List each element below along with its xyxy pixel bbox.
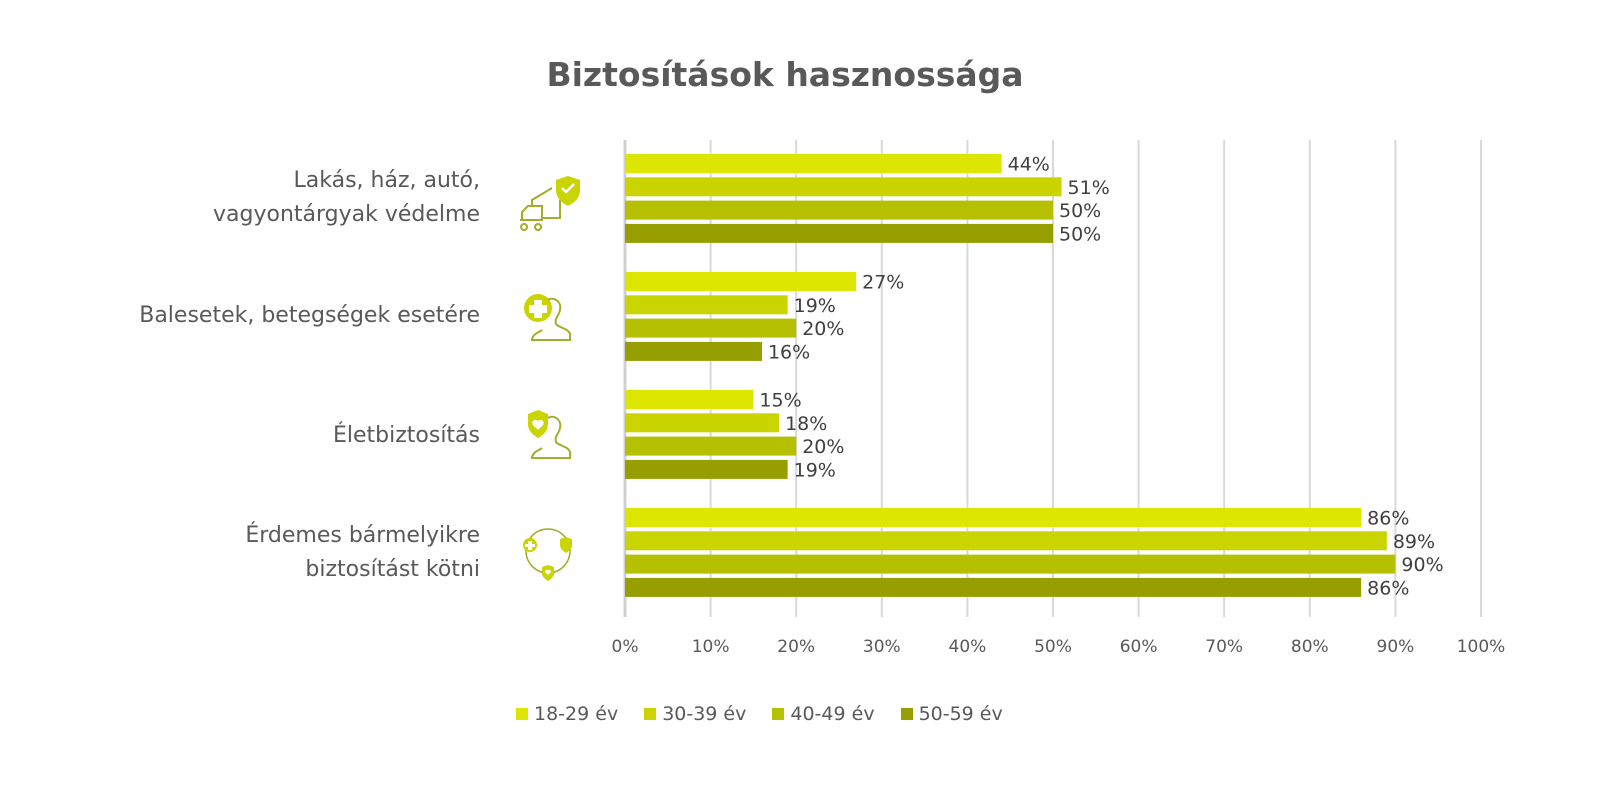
data-label: 89% xyxy=(1393,531,1435,553)
legend-item: 18-29 év xyxy=(516,703,618,725)
bar xyxy=(625,223,1053,243)
legend-item: 30-39 év xyxy=(644,703,746,725)
x-tick-label: 100% xyxy=(1457,637,1506,657)
truck-shield-icon xyxy=(512,160,584,232)
bar xyxy=(625,459,788,479)
bar xyxy=(625,341,762,361)
legend-swatch xyxy=(516,708,528,720)
legend-label: 30-39 év xyxy=(662,703,747,725)
bar xyxy=(625,177,1062,197)
bar xyxy=(625,318,797,338)
category-label-line: biztosítást kötni xyxy=(305,557,480,582)
bar xyxy=(625,436,797,456)
category-label-line: Érdemes bármelyikre xyxy=(245,523,480,548)
data-label: 50% xyxy=(1059,200,1101,222)
x-tick-label: 70% xyxy=(1205,637,1243,657)
bar xyxy=(625,577,1362,597)
category-label: Balesetek, betegségek esetére xyxy=(139,299,480,333)
legend: 18-29 év 30-39 év 40-49 év 50-59 év xyxy=(516,703,1003,725)
data-label: 19% xyxy=(794,295,836,317)
x-tick-label: 50% xyxy=(1034,637,1072,657)
x-tick-label: 10% xyxy=(692,637,730,657)
x-tick-label: 30% xyxy=(863,637,901,657)
data-label: 90% xyxy=(1401,554,1443,576)
category-label: Érdemes bármelyikre biztosítást kötni xyxy=(245,519,480,587)
combined-insurance-icon xyxy=(512,515,584,587)
bar xyxy=(625,508,1362,527)
heart-shield-person-icon xyxy=(512,398,584,470)
bar xyxy=(625,272,857,291)
data-label: 15% xyxy=(759,390,801,412)
legend-item: 40-49 év xyxy=(772,703,875,725)
data-label: 86% xyxy=(1367,508,1409,530)
legend-label: 18-29 év xyxy=(534,703,619,725)
legend-item: 50-59 év xyxy=(900,703,1003,725)
bar xyxy=(625,154,1002,173)
x-tick-label: 0% xyxy=(612,637,639,657)
data-label: 18% xyxy=(785,413,827,435)
category-label-line: Lakás, ház, autó, xyxy=(293,168,480,193)
x-tick-label: 20% xyxy=(777,637,815,657)
x-tick-label: 80% xyxy=(1291,637,1329,657)
bar xyxy=(625,295,788,315)
chart-title: Biztosítások hasznossága xyxy=(546,55,1024,94)
data-label: 44% xyxy=(1008,154,1050,176)
category-label: Lakás, ház, autó, vagyontárgyak védelme xyxy=(213,164,480,232)
bar xyxy=(625,413,780,433)
bar xyxy=(625,531,1387,551)
data-label: 51% xyxy=(1068,177,1110,199)
legend-label: 40-49 év xyxy=(790,703,875,725)
legend-swatch xyxy=(900,708,913,720)
legend-swatch xyxy=(644,708,657,720)
legend-swatch xyxy=(772,708,785,720)
legend-label: 50-59 év xyxy=(918,703,1003,725)
data-label: 19% xyxy=(794,459,836,481)
data-label: 20% xyxy=(802,436,844,458)
category-label-line: Életbiztosítás xyxy=(332,423,480,448)
x-tick-label: 90% xyxy=(1377,637,1415,657)
category-label: Életbiztosítás xyxy=(333,419,480,453)
bar xyxy=(625,390,754,409)
category-label-line: vagyontárgyak védelme xyxy=(213,202,480,227)
x-tick-label: 40% xyxy=(949,637,987,657)
data-label: 86% xyxy=(1367,577,1409,599)
bar xyxy=(625,554,1396,574)
data-label: 20% xyxy=(802,318,844,340)
bar xyxy=(625,200,1053,220)
x-tick-label: 60% xyxy=(1120,637,1158,657)
medical-person-icon xyxy=(512,278,584,350)
data-label: 16% xyxy=(768,341,810,363)
category-label-line: Balesetek, betegségek esetére xyxy=(139,303,480,328)
data-label: 27% xyxy=(862,272,904,294)
data-label: 50% xyxy=(1059,223,1101,245)
